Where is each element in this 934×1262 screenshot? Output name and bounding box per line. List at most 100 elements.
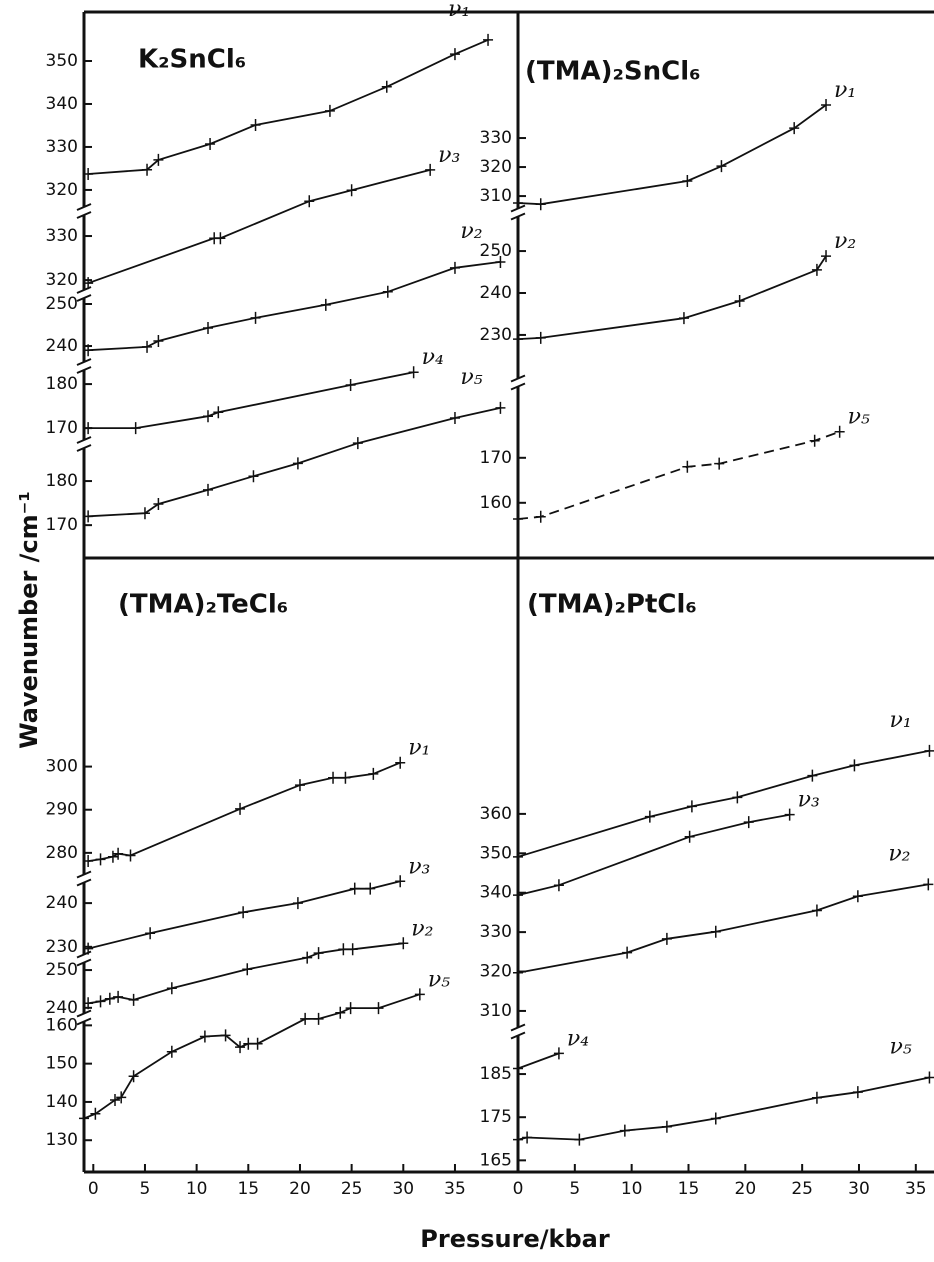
data-point (347, 943, 358, 956)
panel-title: (TMA)₂TeCl₆ (118, 590, 288, 620)
series-label: ν₅ (889, 1035, 911, 1060)
data-point (128, 1070, 139, 1083)
y-tick-label: 340 (480, 883, 512, 903)
data-point (213, 406, 224, 419)
axis-break-gap (81, 440, 87, 448)
axis-break-gap (81, 290, 87, 298)
y-tick-label: 310 (480, 1001, 512, 1021)
data-point (365, 882, 376, 895)
data-point (113, 990, 124, 1003)
x-tick-label: 25 (341, 1179, 363, 1199)
data-point (821, 250, 832, 263)
data-point (83, 997, 94, 1010)
data-point (661, 1120, 672, 1133)
data-point (349, 882, 360, 895)
data-point (553, 879, 564, 892)
data-point (83, 855, 94, 868)
data-point (483, 33, 494, 46)
axis-break (76, 958, 92, 967)
y-tick-label: 250 (46, 960, 78, 980)
data-point (373, 1002, 384, 1015)
data-point (513, 889, 523, 902)
axis-break (510, 1031, 526, 1040)
data-point (368, 767, 379, 780)
panel-title: (TMA)₂SnCl₆ (525, 57, 701, 87)
y-tick-label: 280 (46, 843, 78, 863)
axis-break-gap (81, 954, 87, 963)
axis-break-gap (515, 1027, 521, 1036)
x-tick-label: 5 (569, 1179, 580, 1199)
y-tick-label: 320 (46, 180, 78, 200)
y-tick-label: 240 (480, 283, 512, 303)
data-point (807, 769, 818, 782)
data-point (811, 904, 822, 917)
y-tick-label: 300 (46, 757, 78, 777)
data-point (139, 507, 150, 520)
data-point (395, 875, 406, 888)
y-tick-label: 340 (46, 94, 78, 114)
y-tick-label: 240 (46, 998, 78, 1018)
y-tick-label: 330 (46, 137, 78, 157)
data-point (821, 98, 832, 111)
data-point (513, 197, 523, 210)
data-point (166, 1045, 177, 1058)
y-tick-label: 170 (46, 418, 78, 438)
axis-break (510, 204, 526, 213)
data-point (166, 982, 177, 995)
y-tick-label: 310 (480, 186, 512, 206)
data-point (811, 263, 822, 276)
data-point (304, 195, 315, 208)
x-tick-label: 0 (88, 1179, 99, 1199)
data-point (398, 937, 409, 950)
x-tick-label: 35 (905, 1179, 927, 1199)
axis-break (510, 212, 526, 221)
y-tick-label: 165 (480, 1150, 512, 1170)
data-point (250, 119, 261, 132)
data-point (95, 995, 106, 1008)
data-point (346, 184, 357, 197)
data-point (408, 366, 419, 379)
y-tick-label: 330 (480, 128, 512, 148)
axis-break (510, 382, 526, 391)
axis-break-gap (81, 874, 87, 883)
data-point (294, 779, 305, 792)
axis-break (76, 286, 92, 294)
data-point (811, 1091, 822, 1104)
data-point (90, 1107, 101, 1120)
data-point (203, 410, 213, 423)
data-point (242, 963, 253, 976)
data-point (235, 802, 246, 815)
data-point (449, 261, 460, 274)
data-point (852, 1086, 863, 1099)
panel-title: K₂SnCl₆ (138, 45, 246, 75)
data-point (79, 1112, 89, 1125)
y-tick-label: 250 (46, 294, 78, 314)
data-point (153, 334, 164, 347)
axis-break (76, 878, 92, 887)
series-line (517, 883, 929, 974)
data-point (834, 425, 845, 438)
y-tick-label: 170 (46, 515, 78, 535)
data-point (104, 992, 115, 1005)
y-tick-label: 360 (480, 804, 512, 824)
data-point (732, 791, 743, 804)
data-point (395, 756, 406, 769)
x-tick-label: 10 (186, 1179, 208, 1199)
series-label: ν₂ (460, 219, 482, 244)
data-point (644, 810, 655, 823)
data-point (238, 906, 249, 919)
data-point (142, 163, 153, 176)
y-tick-label: 240 (46, 893, 78, 913)
y-tick-label: 320 (480, 157, 512, 177)
series-label: ν₄ (422, 345, 444, 370)
data-point (292, 457, 303, 470)
series-label: ν₃ (438, 143, 460, 168)
data-point (513, 513, 523, 525)
y-tick-label: 240 (46, 336, 78, 356)
data-point (574, 1133, 585, 1146)
y-tick-label: 170 (480, 448, 512, 468)
series-label: ν₂ (834, 229, 856, 254)
data-point (425, 163, 436, 176)
axis-break (76, 436, 92, 444)
